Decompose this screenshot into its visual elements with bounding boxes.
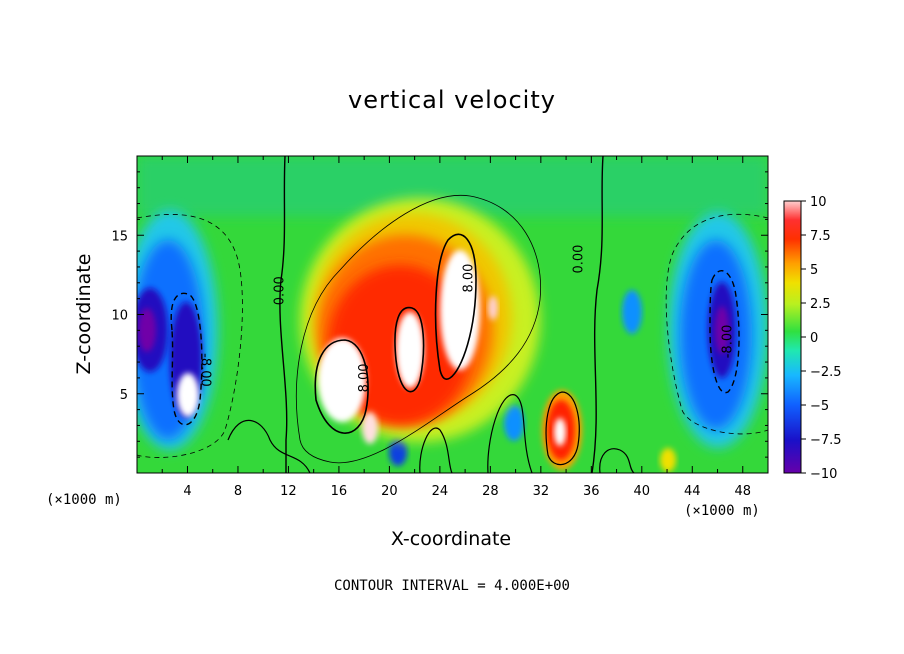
colorbar-tick-label: 2.5 xyxy=(810,297,831,312)
x-unit-label: (×1000 m) xyxy=(684,503,760,519)
x-tick-label: 48 xyxy=(734,484,751,499)
surface-contour-3 xyxy=(487,394,533,473)
contour-interval-note: CONTOUR INTERVAL = 4.000E+00 xyxy=(333,578,570,594)
surface-contour xyxy=(227,419,311,473)
colorbar-tick-label: 5 xyxy=(810,263,818,278)
x-tick-label: 44 xyxy=(684,484,701,499)
updraft-contour-8 xyxy=(314,339,369,434)
contour-value-label: 0.00 xyxy=(272,276,287,305)
x-tick-label: 12 xyxy=(280,484,297,499)
contour-value-label: 8.00 xyxy=(357,363,372,392)
colorbar-tick-label: −10 xyxy=(810,467,837,482)
x-tick-label: 16 xyxy=(331,484,348,499)
contour-value-label: 0.00 xyxy=(571,245,586,274)
downdraft-contour-right xyxy=(709,270,740,394)
x-tick-label: 40 xyxy=(634,484,651,499)
z-unit-label: (×1000 m) xyxy=(46,492,122,508)
chart-title: vertical velocity xyxy=(348,86,556,114)
x-tick-label: 20 xyxy=(381,484,398,499)
x-axis-label: X-coordinate xyxy=(390,528,512,550)
small-updraft-contour xyxy=(545,391,580,466)
downdraft-contour-right-outer xyxy=(665,213,768,435)
surface-contour-2 xyxy=(419,427,453,473)
zero-contour-right xyxy=(591,156,604,473)
contour-value-label: -8.00 xyxy=(720,325,735,359)
x-tick-label: 32 xyxy=(533,484,550,499)
colorbar-ticks: 10 7.5 5 2.5 0 −2.5 −5 −7.5 −10 xyxy=(801,195,842,482)
x-tick-label: 36 xyxy=(583,484,600,499)
updraft-outer-contour xyxy=(296,194,542,464)
y-axis: 5 10 15 xyxy=(111,171,768,458)
downdraft-contour-left xyxy=(170,292,203,426)
updraft-contour-8c xyxy=(434,233,477,380)
y-tick-label: 5 xyxy=(120,388,128,403)
y-tick-label: 10 xyxy=(111,309,128,324)
contour-value-label: 8.00 xyxy=(462,264,477,293)
contour-lines xyxy=(137,156,768,473)
x-tick-label: 8 xyxy=(234,484,242,499)
contour-value-label: -8.00 xyxy=(197,353,212,387)
x-tick-label: 24 xyxy=(432,484,449,499)
zero-contour-left xyxy=(279,156,288,473)
x-axis: 4 8 12 16 20 24 28 32 36 40 44 48 xyxy=(161,156,751,499)
heatmap-field xyxy=(137,156,768,473)
y-tick-label: 15 xyxy=(111,229,128,244)
updraft-contour-8b xyxy=(394,306,425,393)
colorbar-tick-label: 0 xyxy=(810,331,818,346)
colorbar-tick-label: 7.5 xyxy=(810,229,831,244)
x-tick-label: 28 xyxy=(482,484,499,499)
colorbar-tick-label: −2.5 xyxy=(810,365,842,380)
x-tick-label: 4 xyxy=(183,484,191,499)
colorbar-gradient xyxy=(783,200,802,474)
colorbar-tick-label: 10 xyxy=(810,195,827,210)
contour-labels: 0.00 0.00 8.00 8.00 -8.00 -8.00 xyxy=(197,245,735,393)
colorbar: 10 7.5 5 2.5 0 −2.5 −5 −7.5 −10 xyxy=(783,195,842,482)
colorbar-tick-label: −7.5 xyxy=(810,433,842,448)
downdraft-contour-left-outer xyxy=(137,214,243,458)
surface-contour-4 xyxy=(599,448,635,473)
colorbar-tick-label: −5 xyxy=(810,399,829,414)
